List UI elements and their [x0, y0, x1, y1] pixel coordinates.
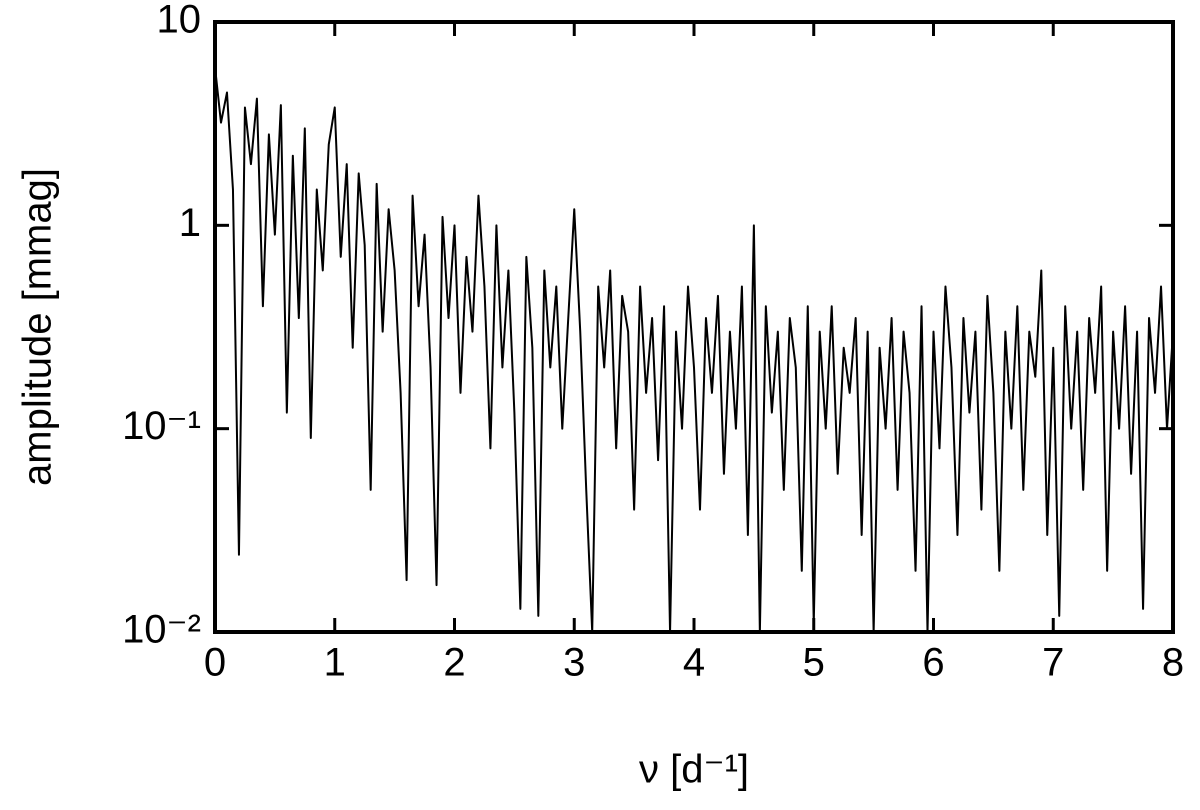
- x-tick-label: 4: [683, 641, 705, 685]
- x-tick-label: 5: [803, 641, 825, 685]
- y-tick-label: 10⁻²: [122, 608, 201, 652]
- x-tick-label: 0: [204, 641, 226, 685]
- x-tick-label: 3: [563, 641, 585, 685]
- y-tick-label: 1: [179, 201, 201, 245]
- y-tick-label: 10⁻¹: [122, 404, 201, 448]
- plot-frame: [213, 20, 1175, 634]
- x-tick-label: 7: [1042, 641, 1064, 685]
- y-axis-title: amplitude [mmag]: [16, 168, 60, 486]
- y-tick-label: 10: [157, 0, 202, 42]
- x-axis-title: ν [d⁻¹]: [639, 748, 749, 792]
- x-tick-label: 1: [324, 641, 346, 685]
- x-tick-label: 6: [922, 641, 944, 685]
- x-tick-label: 2: [443, 641, 465, 685]
- data-line: [214, 67, 1174, 633]
- x-tick-label: 8: [1162, 641, 1184, 685]
